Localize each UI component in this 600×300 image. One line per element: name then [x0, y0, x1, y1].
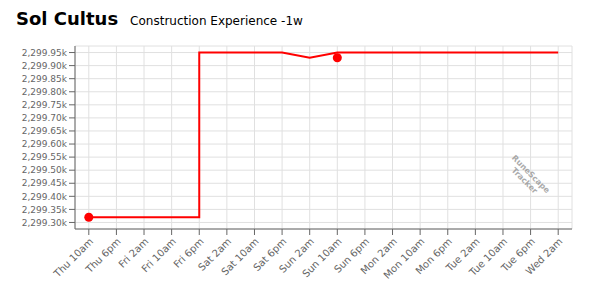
svg-text:2,299.90k: 2,299.90k — [22, 61, 68, 71]
svg-text:Wed 2am: Wed 2am — [523, 236, 564, 277]
svg-text:Sat 2am: Sat 2am — [196, 235, 234, 273]
svg-text:Thu 6pm: Thu 6pm — [83, 236, 123, 276]
svg-text:Mon 10am: Mon 10am — [381, 235, 427, 281]
svg-text:2,299.35k: 2,299.35k — [22, 205, 68, 215]
svg-text:2,299.50k: 2,299.50k — [22, 165, 68, 175]
svg-text:Sun 6pm: Sun 6pm — [332, 235, 372, 275]
svg-text:Fri 6pm: Fri 6pm — [171, 235, 206, 270]
svg-text:Tue 2am: Tue 2am — [444, 235, 482, 274]
svg-text:2,299.70k: 2,299.70k — [22, 113, 68, 123]
svg-text:2,299.85k: 2,299.85k — [22, 74, 68, 84]
svg-text:Sun 10am: Sun 10am — [300, 235, 344, 280]
svg-text:2,299.75k: 2,299.75k — [22, 100, 68, 110]
svg-text:2,299.40k: 2,299.40k — [22, 192, 68, 202]
svg-text:2,299.65k: 2,299.65k — [22, 126, 68, 136]
svg-text:Sat 6pm: Sat 6pm — [251, 235, 289, 274]
svg-text:Tue 6pm: Tue 6pm — [499, 235, 537, 274]
svg-text:Sat 10am: Sat 10am — [219, 236, 261, 278]
svg-text:Sun 2am: Sun 2am — [276, 235, 317, 275]
svg-text:2,299.55k: 2,299.55k — [22, 152, 68, 162]
svg-text:Mon 6pm: Mon 6pm — [413, 235, 455, 277]
html-text:RuneScape: RuneScape — [510, 153, 552, 195]
svg-text:Mon 2am: Mon 2am — [358, 235, 399, 277]
svg-text:Fri 2am: Fri 2am — [116, 235, 151, 270]
svg-text:Tue 10am: Tue 10am — [466, 236, 509, 279]
svg-text:Thu 10am: Thu 10am — [51, 235, 96, 280]
svg-text:Fri 10am: Fri 10am — [139, 236, 178, 275]
svg-text:2,299.80k: 2,299.80k — [22, 87, 68, 97]
html-text:Construction Experience -1w: Construction Experience -1w — [130, 14, 303, 28]
svg-text:2,299.30k: 2,299.30k — [22, 218, 68, 228]
svg-text:2,299.60k: 2,299.60k — [22, 139, 68, 149]
svg-text:2,299.95k: 2,299.95k — [22, 48, 68, 58]
svg-text:2,299.45k: 2,299.45k — [22, 178, 68, 188]
html-text:Tracker: Tracker — [509, 165, 540, 196]
html-text:Sol Cultus: Sol Cultus — [16, 8, 119, 29]
